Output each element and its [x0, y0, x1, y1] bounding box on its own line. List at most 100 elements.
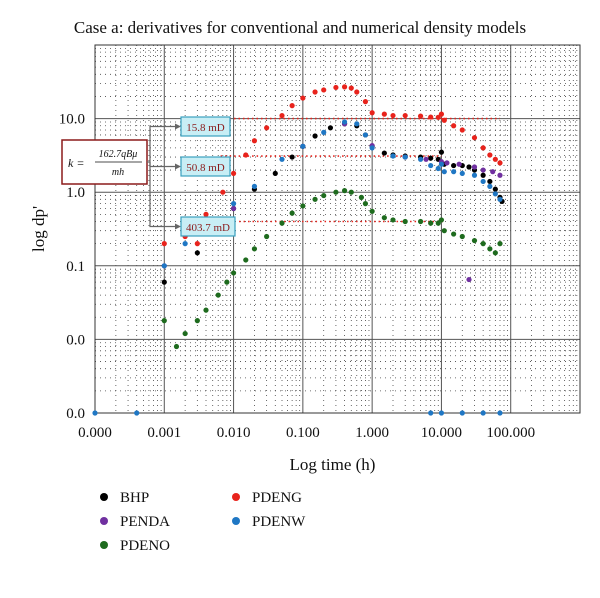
legend-marker: [100, 516, 108, 525]
data-point: [435, 220, 441, 226]
data-point: [480, 167, 486, 173]
data-point: [173, 343, 180, 350]
data-point: [471, 237, 478, 244]
data-point: [441, 228, 447, 234]
data-point: [321, 87, 327, 93]
data-point: [428, 162, 434, 169]
data-point: [354, 121, 360, 127]
x-tick-label: 0.001: [147, 425, 181, 441]
formula-k-label: k =: [68, 156, 84, 170]
data-point: [451, 123, 457, 129]
legend-item: PDENW: [232, 514, 305, 531]
data-point: [456, 161, 462, 167]
data-point: [312, 196, 318, 202]
legend-item: PDENG: [232, 490, 302, 507]
data-point: [402, 218, 408, 225]
permeability-label: 15.8 mD: [186, 122, 225, 134]
data-point: [402, 154, 408, 160]
data-point: [348, 189, 354, 195]
data-point: [466, 164, 472, 170]
data-point: [390, 112, 396, 119]
data-point: [230, 270, 237, 276]
data-point: [497, 196, 503, 202]
data-point: [333, 84, 339, 91]
x-tick-label: 10.000: [421, 425, 462, 441]
data-point: [459, 233, 465, 240]
legend-label: PDENO: [120, 538, 171, 554]
data-point: [194, 241, 200, 247]
data-point: [417, 156, 424, 162]
data-point: [487, 178, 493, 185]
data-point: [417, 218, 424, 225]
y-tick-label: 10.0: [59, 112, 85, 128]
data-point: [417, 113, 424, 119]
data-point: [441, 117, 447, 123]
data-point: [230, 170, 237, 177]
data-point: [423, 156, 429, 162]
legend-item: PDENO: [100, 538, 170, 555]
data-point: [362, 132, 369, 138]
data-point: [492, 250, 498, 256]
connector-line: [149, 162, 177, 228]
data-point: [333, 189, 339, 195]
data-point: [289, 154, 295, 160]
data-point: [203, 211, 209, 217]
data-point: [466, 276, 472, 283]
data-point: [369, 145, 375, 151]
data-point: [428, 410, 434, 416]
data-point: [194, 318, 200, 324]
data-point: [480, 145, 486, 151]
data-point: [402, 112, 408, 119]
legend: BHP PENDA PDENO PDENG PDENW: [90, 488, 450, 588]
connector-arrow: [175, 123, 181, 130]
data-point: [451, 231, 457, 237]
data-point: [341, 119, 348, 125]
data-point: [341, 84, 348, 90]
data-point: [438, 149, 445, 155]
x-tick-label: 1.000: [355, 425, 389, 441]
legend-item: PENDA: [100, 514, 170, 531]
data-point: [251, 246, 258, 252]
data-point: [354, 89, 360, 95]
data-point: [220, 189, 226, 195]
data-point: [362, 99, 369, 105]
data-point: [327, 125, 334, 131]
formula-numerator: 162.7qBμ: [99, 149, 138, 160]
formula-denominator: mh: [112, 167, 124, 178]
legend-label: PDENW: [252, 514, 306, 530]
connector-line: [149, 162, 177, 168]
legend-marker: [100, 540, 108, 549]
x-tick-label: 0.000: [78, 425, 112, 441]
data-point: [300, 143, 306, 149]
connector-arrow: [175, 223, 181, 230]
data-point: [471, 172, 478, 178]
data-point: [279, 220, 285, 226]
data-point: [497, 160, 503, 166]
x-tick-label: 0.010: [217, 425, 251, 441]
data-point: [490, 169, 496, 175]
data-point: [390, 217, 396, 223]
permeability-box: [180, 156, 231, 177]
data-point: [438, 410, 445, 416]
data-point: [428, 220, 434, 226]
data-point: [492, 191, 498, 197]
chart-title: Case a: derivatives for conventional and…: [73, 18, 527, 37]
data-point: [194, 250, 200, 256]
data-point: [230, 201, 237, 207]
data-point: [487, 183, 493, 189]
data-point: [230, 205, 237, 212]
data-point: [182, 330, 188, 337]
data-point: [381, 111, 387, 117]
legend-label: PENDA: [120, 514, 171, 530]
data-point: [451, 162, 457, 169]
data-point: [134, 410, 140, 416]
y-tick-label: 1.0: [66, 185, 85, 201]
permeability-label: 50.8 mD: [186, 162, 225, 174]
data-point: [215, 292, 221, 298]
data-point: [444, 160, 450, 166]
legend-item: BHP: [100, 490, 149, 507]
data-point: [471, 135, 478, 141]
grid-lines: [94, 44, 581, 414]
series-bhp: [161, 121, 505, 285]
data-point: [243, 257, 249, 263]
